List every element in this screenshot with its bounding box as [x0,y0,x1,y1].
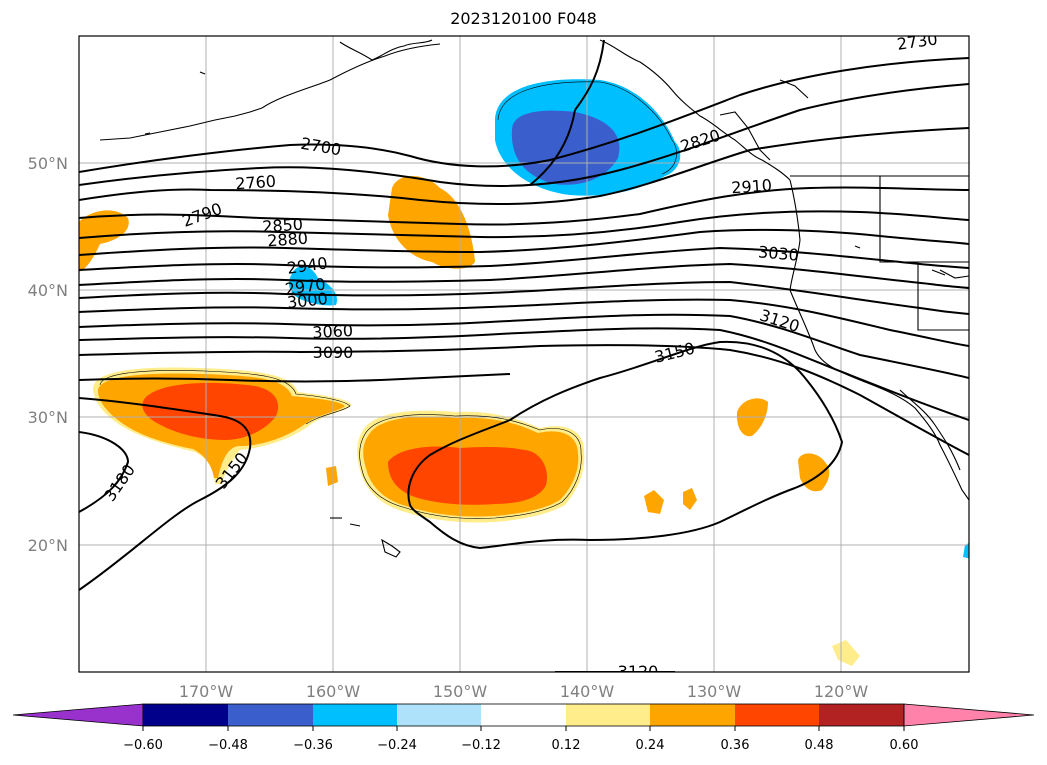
colorbar-tick-label: 0.60 [890,738,919,753]
map-frame [78,35,970,673]
contour-label: 3120 [757,305,802,336]
lon-label: 170°W [179,682,234,701]
colorbar-tick-label: 0.48 [805,738,834,753]
contour-label: 2790 [180,199,225,231]
colorbar-tick-label: −0.48 [208,738,248,753]
contour-label: 3060 [312,321,354,342]
lon-label: 150°W [433,682,488,701]
colorbar-tick-labels: −0.60 −0.48 −0.36 −0.24 −0.12 0.12 0.24 … [123,738,918,753]
colorbar-right-extend [903,703,1035,727]
colorbar-tick-label: 0.36 [721,738,750,753]
map-title: 2023120100 F048 [450,9,597,28]
longitude-labels: 170°W 160°W 150°W 140°W 130°W 120°W [179,682,869,701]
lon-label: 130°W [687,682,742,701]
colorbar-tick-label: 0.24 [636,738,665,753]
blue-anomaly-edge [963,543,969,559]
colorbar-segment [143,704,228,726]
colorbar-left-extend [12,703,144,727]
colorbar-tick-label: −0.12 [461,738,501,753]
lon-label: 160°W [306,682,361,701]
red-anomaly-central [388,446,548,505]
contour-label: 3030 [757,242,799,264]
contour-label: 2730 [896,29,939,53]
orange-anomaly-northwest [79,210,129,272]
contour-label: 2700 [299,134,342,160]
colorbar-outline [142,703,905,727]
contour-label: 2820 [678,125,723,156]
colorbar-tick-label: 0.12 [552,738,581,753]
lat-label: 50°N [28,154,68,173]
colorbar-tick-label: −0.36 [293,738,333,753]
gridlines [79,36,969,672]
lat-label: 20°N [28,536,68,555]
contour-label: 2850 [262,215,304,237]
orange-anomaly-spot-5 [683,488,697,510]
contour-label: 3090 [313,343,354,362]
colorbar-segment [481,704,566,726]
contour-label: 2910 [731,176,773,198]
latitude-labels: 50°N 40°N 30°N 20°N [28,154,68,555]
shaded-fields [79,79,969,666]
colorbar-segment [313,704,397,726]
orange-anomaly-spot-3 [798,453,830,492]
contour-label: 3180 [100,461,139,505]
lat-label: 40°N [28,281,68,300]
colorbar-tick-label: −0.24 [377,738,417,753]
lon-label: 140°W [560,682,615,701]
colorbar-segment [650,704,735,726]
height-contours [79,39,969,672]
blue-anomaly-inner [511,110,620,185]
orange-anomaly-spot-4 [644,490,664,514]
colorbar-tick-label: −0.60 [123,738,163,753]
colorbar-ticks [142,726,905,731]
contour-label: 2760 [235,172,277,194]
colorbar-segment [397,704,481,726]
contour-label: 3150 [653,339,697,367]
shade-outlines [99,81,677,519]
lat-label: 30°N [28,408,68,427]
colorbar-segment [228,704,313,726]
colorbar-segment [819,704,904,726]
lon-label: 120°W [814,682,869,701]
contour-label: 3000 [286,289,328,312]
map-area: 2730 2700 2760 2790 2820 2850 2880 2910 … [79,29,969,681]
yellow-anomaly-spot [832,640,860,666]
contour-label: 2880 [267,229,309,251]
contour-label: 3120 [618,662,659,681]
colorbar-segment [566,704,650,726]
colorbar-segment [735,704,819,726]
orange-anomaly-spot-1 [326,466,338,486]
colorbar: −0.60 −0.48 −0.36 −0.24 −0.12 0.12 0.24 … [12,703,1035,753]
